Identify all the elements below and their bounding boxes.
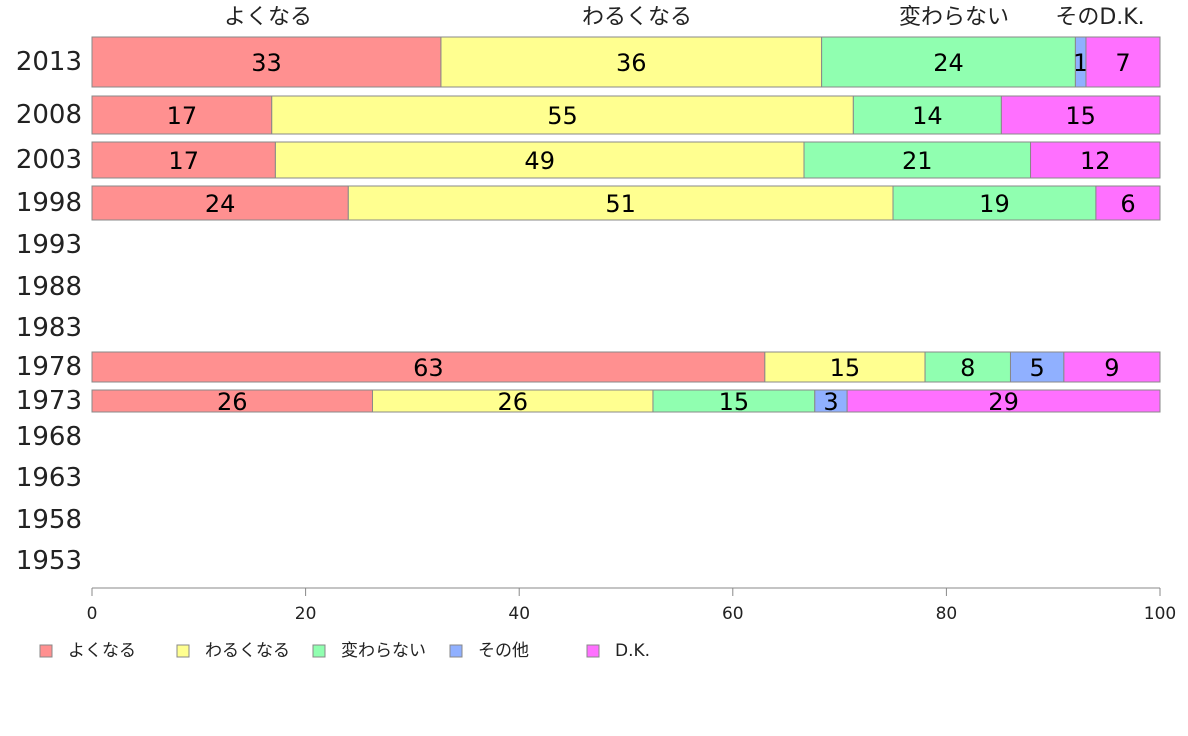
bar-segment <box>892 185 1097 221</box>
bar-segment <box>821 36 1076 88</box>
data-label: 51 <box>605 190 636 218</box>
data-label: 29 <box>988 388 1019 416</box>
data-label: 55 <box>547 102 578 130</box>
column-header: 変わらない <box>899 5 1009 30</box>
legend-swatch <box>176 644 190 658</box>
legend-label: わるくなる <box>205 641 290 661</box>
x-tick-label: 40 <box>508 604 530 624</box>
data-label: 63 <box>413 354 444 382</box>
bar-segment <box>271 95 854 135</box>
data-label: 1 <box>1073 49 1088 77</box>
year-labels: 2013 2008 2003 1998 1993 1988 1983 1978 1973 1968… <box>16 47 82 576</box>
bar-segment <box>852 95 1002 135</box>
year-label: 1988 <box>16 272 82 302</box>
data-label: 26 <box>217 388 248 416</box>
data-label: 14 <box>912 102 943 130</box>
year-label: 1983 <box>16 313 82 343</box>
year-label: 1968 <box>16 422 82 452</box>
year-label: 1958 <box>16 505 82 535</box>
bar-segment <box>347 185 894 221</box>
data-label: 17 <box>168 147 199 175</box>
x-tick-label: 20 <box>295 604 317 624</box>
year-label: 2008 <box>16 100 82 130</box>
bar-segment <box>1000 95 1161 135</box>
data-label: 24 <box>205 190 236 218</box>
data-label: 21 <box>902 147 933 175</box>
year-label: 1963 <box>16 463 82 493</box>
legend-swatch <box>449 644 463 658</box>
data-label: 49 <box>524 147 555 175</box>
data-label: 15 <box>719 388 750 416</box>
bar-segment <box>1095 185 1161 221</box>
legend-label: よくなる <box>68 641 136 661</box>
bar-segment <box>1030 141 1161 179</box>
data-label: 6 <box>1120 190 1135 218</box>
data-label: 26 <box>497 388 528 416</box>
data-label: 8 <box>960 354 975 382</box>
column-header: そのD.K. <box>1055 5 1144 30</box>
data-label: 36 <box>616 49 647 77</box>
bar-segment <box>91 185 349 221</box>
data-label: 33 <box>251 49 282 77</box>
data-label: 15 <box>1065 102 1096 130</box>
bar-segment <box>440 36 823 88</box>
bar-segment <box>924 351 1011 383</box>
bar-segment <box>91 36 442 88</box>
year-label: 1953 <box>16 546 82 576</box>
bar-segment <box>91 351 766 383</box>
year-label: 1973 <box>16 386 82 416</box>
year-label: 2013 <box>16 47 82 77</box>
data-label: 24 <box>933 49 964 77</box>
x-tick-label: 80 <box>936 604 958 624</box>
bar-segment <box>91 95 273 135</box>
bar-segment <box>846 389 1161 413</box>
legend-swatch <box>586 644 600 658</box>
legend: よくなる わるくなる 変わらない その他 D.K. <box>39 641 650 661</box>
data-label: 7 <box>1115 49 1130 77</box>
legend-swatch <box>39 644 53 658</box>
data-label: 12 <box>1080 147 1111 175</box>
bar-segment <box>1085 36 1161 88</box>
bar-segment <box>1009 351 1065 383</box>
column-headers: よくなる わるくなる 変わらない そのD.K. <box>224 5 1145 30</box>
bar-segment <box>1063 351 1161 383</box>
data-label: 17 <box>167 102 198 130</box>
x-tick-label: 60 <box>722 604 744 624</box>
bar-segment <box>803 141 1032 179</box>
column-header: わるくなる <box>582 5 692 30</box>
legend-label: 変わらない <box>341 641 426 661</box>
legend-swatch <box>312 644 326 658</box>
data-label: 19 <box>979 190 1010 218</box>
bar-segment <box>91 141 276 179</box>
data-label: 5 <box>1030 354 1045 382</box>
year-label: 2003 <box>16 145 82 175</box>
x-tick-label: 100 <box>1144 604 1176 624</box>
legend-label: その他 <box>478 641 529 661</box>
data-label: 3 <box>823 388 838 416</box>
x-axis: 0 20 40 60 80 100 <box>87 587 1176 624</box>
data-label: 9 <box>1104 354 1119 382</box>
year-label: 1978 <box>16 352 82 382</box>
year-label: 1998 <box>16 188 82 218</box>
year-label: 1993 <box>16 230 82 260</box>
legend-label: D.K. <box>615 641 650 661</box>
column-header: よくなる <box>224 5 312 30</box>
x-tick-label: 0 <box>87 604 98 624</box>
data-label: 15 <box>830 354 861 382</box>
bar-segment <box>764 351 926 383</box>
